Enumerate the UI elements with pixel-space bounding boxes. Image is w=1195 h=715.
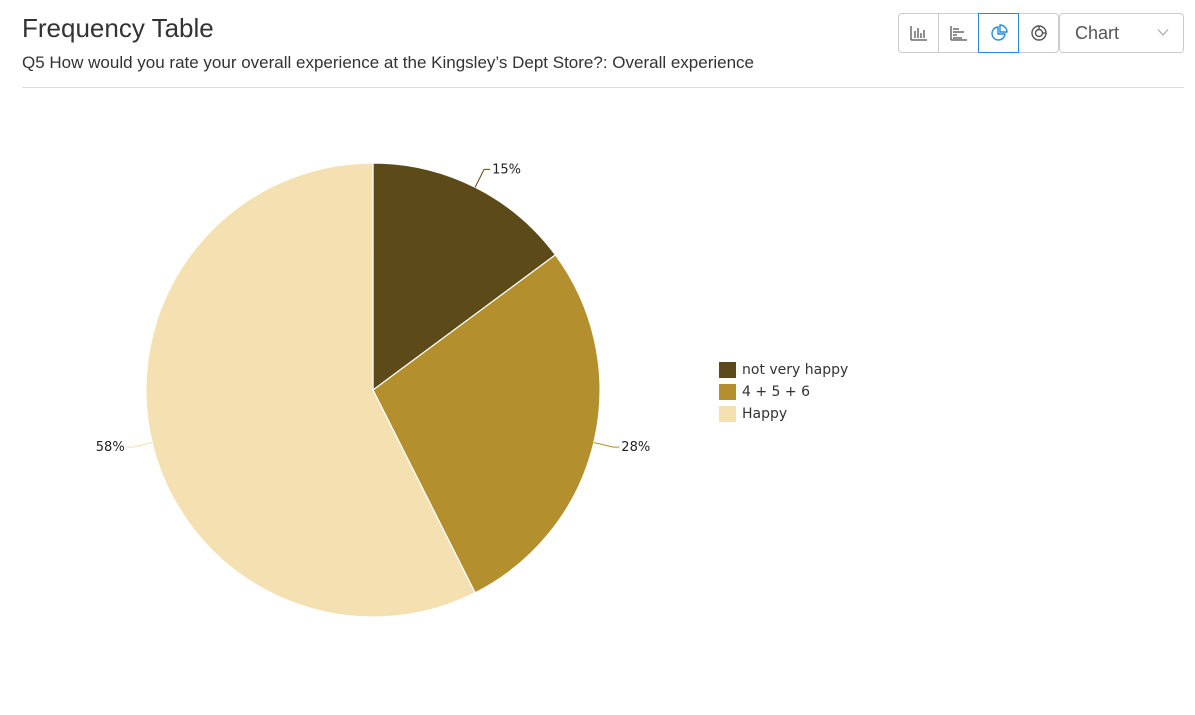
legend-swatch-2[interactable] (719, 384, 736, 400)
view-select-value: Chart (1075, 23, 1120, 43)
legend-swatch-1[interactable] (719, 362, 736, 378)
page-header: Frequency Table Q5 How would you rate yo… (22, 0, 1184, 88)
leader-line-3 (126, 441, 153, 448)
horizontal-bar-chart-icon (949, 26, 967, 41)
vertical-bar-chart-icon (909, 26, 927, 41)
legend-label-3[interactable]: Happy (742, 406, 787, 422)
pie-slice-1[interactable] (372, 162, 557, 392)
pie-chart-button[interactable] (978, 13, 1019, 53)
donut-chart-button[interactable] (1018, 13, 1059, 53)
pie-slice-2[interactable] (372, 254, 601, 594)
legend-swatch-3[interactable] (719, 406, 736, 422)
pie-data-labels: 15% 28% 58% (96, 162, 650, 455)
pie-slices (145, 162, 601, 618)
pie-chart-icon (990, 24, 1008, 41)
view-select[interactable]: Chart (1059, 13, 1184, 53)
chart-legend: not very happy 4 + 5 + 6 Happy (719, 362, 848, 422)
data-label-2: 28% (621, 440, 650, 455)
horizontal-bar-chart-button[interactable] (938, 13, 979, 53)
donut-chart-icon (1030, 25, 1047, 41)
legend-label-2[interactable]: 4 + 5 + 6 (742, 384, 810, 400)
page-subtitle: Q5 How would you rate your overall exper… (22, 53, 755, 72)
chevron-down-icon (1157, 29, 1169, 36)
leader-line-2 (593, 441, 620, 448)
data-label-3: 58% (96, 440, 125, 455)
page-title: Frequency Table (22, 13, 214, 43)
leader-line-1 (474, 168, 491, 188)
vertical-bar-chart-button[interactable] (898, 13, 939, 53)
data-label-1: 15% (492, 162, 521, 177)
chart-type-toolbar (898, 13, 1059, 53)
pie-leader-lines (126, 168, 620, 448)
legend-label-1[interactable]: not very happy (742, 362, 848, 378)
